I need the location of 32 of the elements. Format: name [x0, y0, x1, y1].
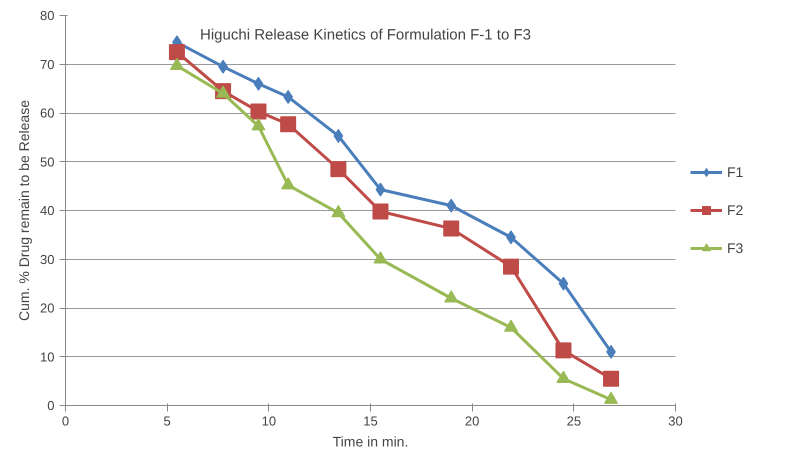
- x-tick-label: 5: [164, 414, 171, 428]
- point: [330, 161, 346, 178]
- point: [443, 220, 460, 237]
- y-tick-label: 50: [40, 154, 55, 170]
- point: [446, 198, 456, 213]
- y-tick-label: 20: [40, 300, 55, 316]
- y-tick-label: 60: [40, 106, 55, 120]
- point: [280, 116, 296, 132]
- point: [503, 258, 520, 275]
- legend-label: F2: [727, 202, 744, 218]
- point: [603, 370, 620, 387]
- y-tick-label: 30: [40, 252, 55, 267]
- x-tick-label: 30: [668, 414, 683, 428]
- y-tick-label: 80: [40, 8, 55, 23]
- point: [372, 203, 388, 220]
- point: [168, 44, 185, 60]
- point: [250, 104, 266, 120]
- x-tick-label: 0: [62, 414, 70, 428]
- legend-label: F3: [727, 240, 744, 256]
- y-tick-label: 70: [40, 56, 55, 72]
- legend-label: F1: [727, 164, 744, 180]
- text: Higuchi Release Kinetics of Formulation F-1 to F3: [200, 26, 531, 44]
- y-axis-title: Cum. % Drug remain to be Release: [16, 100, 32, 321]
- y-tick-label: 40: [40, 203, 55, 218]
- x-tick-label: 10: [262, 414, 276, 428]
- x-tick-label: 15: [363, 414, 378, 428]
- x-tick-label: 20: [464, 414, 480, 428]
- x-axis-title: Time in min.: [332, 434, 408, 450]
- point: [555, 342, 572, 358]
- y-tick-label: 0: [47, 398, 55, 413]
- x-tick-label: 25: [566, 414, 582, 428]
- y-tick-label: 10: [40, 349, 55, 364]
